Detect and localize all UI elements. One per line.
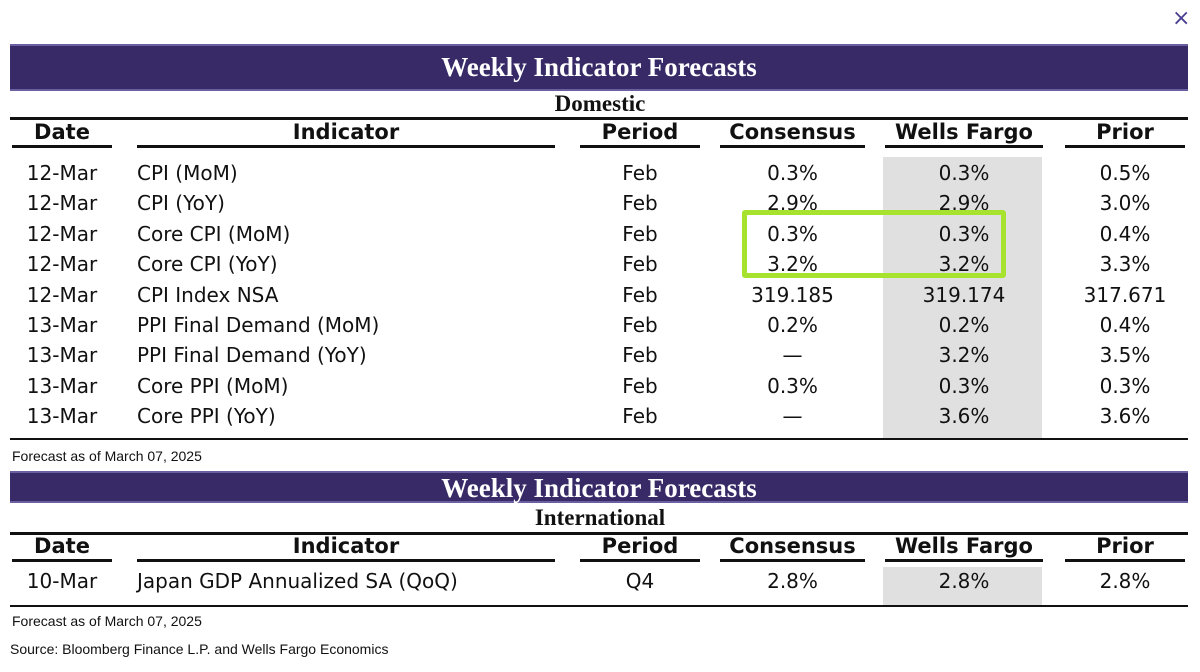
cell-date: 12-Mar xyxy=(26,191,98,216)
column-header-prior: Prior xyxy=(1065,534,1185,562)
cell-indicator: Core CPI (YoY) xyxy=(137,252,278,277)
cell-date: 12-Mar xyxy=(26,282,98,307)
cell-wells-fargo: 0.3% xyxy=(938,161,990,185)
cell-date: 13-Mar xyxy=(26,313,98,337)
cell-prior: 3.6% xyxy=(1099,404,1151,429)
cell-consensus: 2.8% xyxy=(767,569,818,593)
cell-consensus: — xyxy=(782,404,803,429)
cell-prior: 3.3% xyxy=(1099,252,1151,277)
cell-indicator: Core PPI (YoY) xyxy=(137,404,276,429)
column-header-wells-fargo: Wells Fargo xyxy=(885,120,1043,148)
domestic-title-bar: Weekly Indicator Forecasts xyxy=(10,44,1188,91)
cell-period: Feb xyxy=(622,343,658,368)
cell-date: 12-Mar xyxy=(26,161,98,185)
domestic-top-rule xyxy=(10,117,1188,120)
cell-wells-fargo: 0.3% xyxy=(938,221,990,246)
international-footnote: Forecast as of March 07, 2025 xyxy=(12,613,202,629)
cell-indicator: PPI Final Demand (YoY) xyxy=(137,343,367,368)
cell-date: 13-Mar xyxy=(26,373,98,398)
wells-fargo-column-shade-intl xyxy=(883,567,1042,605)
cell-date: 13-Mar xyxy=(26,404,98,429)
cell-consensus: 0.3% xyxy=(767,221,818,246)
column-header-period: Period xyxy=(580,534,700,562)
cell-prior: 2.8% xyxy=(1099,569,1151,593)
cell-wells-fargo: 3.2% xyxy=(938,343,990,368)
cell-consensus: 0.3% xyxy=(767,373,818,398)
column-header-indicator: Indicator xyxy=(137,120,555,148)
column-header-date: Date xyxy=(12,534,112,562)
column-header-consensus: Consensus xyxy=(720,120,865,148)
cell-period: Feb xyxy=(622,191,658,216)
domestic-footnote: Forecast as of March 07, 2025 xyxy=(12,448,202,464)
cell-wells-fargo: 3.6% xyxy=(938,404,990,429)
cell-date: 10-Mar xyxy=(26,569,98,593)
cell-consensus: 0.2% xyxy=(767,313,818,337)
cell-period: Feb xyxy=(622,221,658,246)
cell-period: Feb xyxy=(622,161,658,185)
cell-indicator: CPI (MoM) xyxy=(137,161,238,185)
cell-consensus: 0.3% xyxy=(767,161,818,185)
source-note: Source: Bloomberg Finance L.P. and Wells… xyxy=(10,641,389,657)
domestic-bottom-rule xyxy=(10,438,1188,440)
cell-indicator: Core PPI (MoM) xyxy=(137,373,289,398)
cell-consensus: 319.185 xyxy=(751,282,834,307)
cell-indicator: PPI Final Demand (MoM) xyxy=(137,313,380,337)
domestic-subtitle: Domestic xyxy=(554,91,646,116)
column-header-date: Date xyxy=(12,120,112,148)
column-header-indicator: Indicator xyxy=(137,534,555,562)
cell-wells-fargo: 0.2% xyxy=(938,313,990,337)
close-icon[interactable]: × xyxy=(1172,6,1191,31)
cell-prior: 0.5% xyxy=(1099,161,1151,185)
cell-period: Feb xyxy=(622,313,658,337)
international-top-rule xyxy=(10,532,1188,535)
cell-wells-fargo: 2.8% xyxy=(938,569,990,593)
cell-prior: 0.4% xyxy=(1099,313,1151,337)
cell-indicator: Core CPI (MoM) xyxy=(137,221,291,246)
cell-consensus: — xyxy=(782,343,803,368)
cell-prior: 3.5% xyxy=(1099,343,1151,368)
cell-period: Feb xyxy=(622,373,658,398)
cell-date: 12-Mar xyxy=(26,252,98,277)
cell-wells-fargo: 3.2% xyxy=(938,252,990,277)
cell-wells-fargo: 0.3% xyxy=(938,373,990,398)
cell-date: 12-Mar xyxy=(26,221,98,246)
cell-period: Q4 xyxy=(625,569,655,593)
cell-wells-fargo: 319.174 xyxy=(922,282,1006,307)
cell-consensus: 3.2% xyxy=(767,252,818,277)
international-bottom-rule xyxy=(10,605,1188,607)
wells-fargo-column-shade xyxy=(883,157,1042,440)
cell-indicator: CPI Index NSA xyxy=(137,282,279,307)
cell-indicator: CPI (YoY) xyxy=(137,191,225,216)
cell-indicator: Japan GDP Annualized SA (QoQ) xyxy=(137,569,458,593)
cell-prior: 0.3% xyxy=(1099,373,1151,398)
cell-period: Feb xyxy=(622,252,658,277)
international-title-bar: Weekly Indicator Forecasts xyxy=(10,471,1188,503)
highlight-box xyxy=(742,210,1006,278)
cell-prior: 3.0% xyxy=(1099,191,1151,216)
cell-period: Feb xyxy=(622,282,658,307)
international-subtitle: International xyxy=(534,505,666,530)
cell-prior: 317.671 xyxy=(1083,282,1167,307)
column-header-prior: Prior xyxy=(1065,120,1185,148)
column-header-wells-fargo: Wells Fargo xyxy=(885,534,1043,562)
cell-period: Feb xyxy=(622,404,658,429)
cell-date: 13-Mar xyxy=(26,343,98,368)
column-header-consensus: Consensus xyxy=(720,534,865,562)
cell-prior: 0.4% xyxy=(1099,221,1151,246)
column-header-period: Period xyxy=(580,120,700,148)
